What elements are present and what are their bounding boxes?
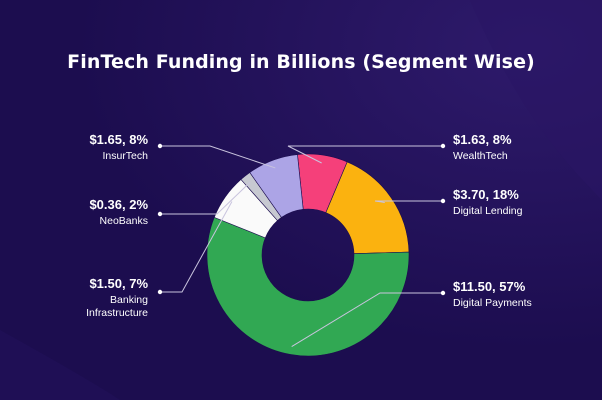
value-label-insurtech: $1.65, 8%: [89, 132, 148, 147]
value-label-wealthtech: $1.63, 8%: [453, 132, 512, 147]
leader-dot-banking-infrastructure: [157, 289, 163, 295]
donut-slices: [206, 153, 410, 357]
leader-dot-digital-lending: [440, 198, 446, 204]
category-label-digital-lending: Digital Lending: [453, 205, 523, 217]
category-label-wealthtech: WealthTech: [453, 150, 508, 162]
leader-dot-wealthtech: [440, 143, 446, 149]
leader-line-banking-infrastructure: [160, 201, 233, 293]
value-label-banking-infrastructure: $1.50, 7%: [89, 276, 148, 291]
slice-digital-payments: [206, 216, 410, 357]
category-label-insurtech: InsurTech: [102, 150, 148, 162]
slice-insurtech: [249, 154, 304, 218]
leader-dot-insurtech: [157, 143, 163, 149]
slice-labels: $1.63, 8% WealthTech $3.70, 18% Digital Len…: [86, 132, 532, 319]
value-label-digital-payments: $11.50, 57%: [453, 279, 526, 294]
leader-line-digital-lending: [374, 200, 443, 203]
chart-title: FinTech Funding in Billions (Segment Wis…: [67, 51, 535, 73]
background-curve: [470, 0, 602, 200]
category-label-neobanks: NeoBanks: [100, 215, 148, 227]
leader-line-neobanks: [160, 181, 251, 215]
leader-dot-neobanks: [157, 211, 163, 217]
category-label-digital-payments: Digital Payments: [453, 297, 532, 309]
leader-lines: [157, 143, 446, 347]
category-label-banking-infrastructure-line-2: Infrastructure: [86, 307, 148, 319]
value-label-digital-lending: $3.70, 18%: [453, 187, 519, 202]
category-label-banking-infrastructure-line-1: Banking: [110, 294, 148, 306]
background-curve-bottom: [0, 330, 120, 400]
leader-line-digital-payments: [291, 292, 443, 347]
leader-dot-digital-payments: [440, 290, 446, 296]
leader-line-insurtech: [160, 145, 276, 169]
leader-line-wealthtech: [287, 145, 443, 164]
value-label-neobanks: $0.36, 2%: [89, 197, 148, 212]
